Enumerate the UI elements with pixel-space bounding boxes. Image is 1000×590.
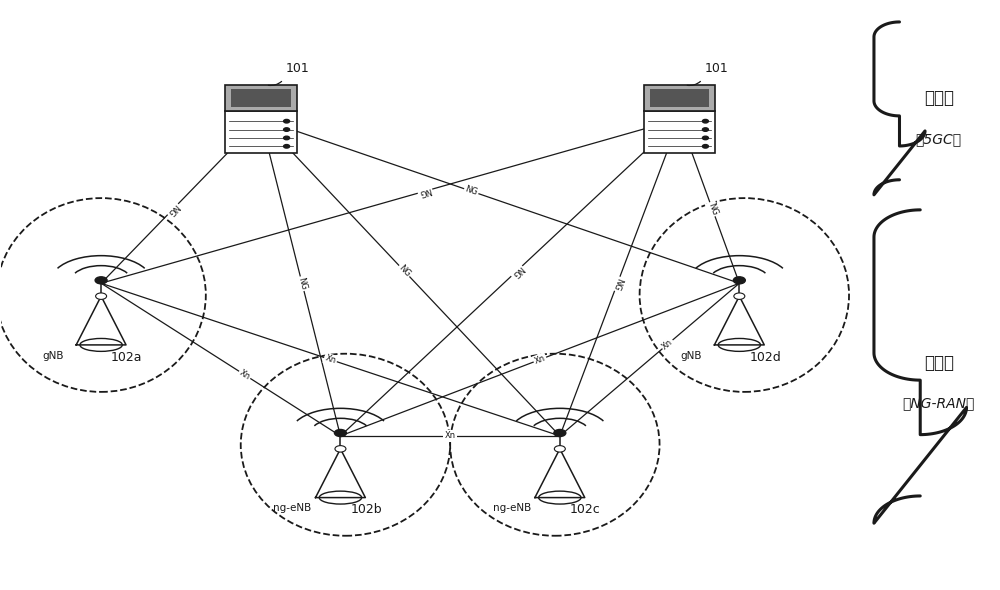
Polygon shape <box>76 296 126 345</box>
Circle shape <box>334 430 346 437</box>
Polygon shape <box>714 296 764 345</box>
Circle shape <box>554 445 565 452</box>
Text: Xn: Xn <box>445 431 456 440</box>
Text: NG: NG <box>464 185 479 198</box>
Text: 101: 101 <box>286 62 309 75</box>
Text: NG: NG <box>296 276 308 291</box>
Circle shape <box>335 445 346 452</box>
Text: NG: NG <box>611 276 624 291</box>
Text: （NG-RAN）: （NG-RAN） <box>903 396 975 411</box>
FancyBboxPatch shape <box>225 85 297 111</box>
Polygon shape <box>535 449 585 497</box>
Text: 102c: 102c <box>570 503 601 516</box>
Circle shape <box>702 145 708 148</box>
Text: NG: NG <box>706 202 719 217</box>
Text: 核心网: 核心网 <box>924 89 954 107</box>
Polygon shape <box>316 449 365 497</box>
Text: ng-eNB: ng-eNB <box>493 503 531 513</box>
Circle shape <box>96 293 107 299</box>
Text: 102a: 102a <box>111 351 143 364</box>
Circle shape <box>702 128 708 132</box>
Text: Xn: Xn <box>238 368 252 382</box>
Text: NG: NG <box>509 263 525 278</box>
Circle shape <box>284 119 290 123</box>
Circle shape <box>284 145 290 148</box>
Text: Xn: Xn <box>324 353 337 366</box>
Text: 102b: 102b <box>350 503 382 516</box>
FancyBboxPatch shape <box>231 88 291 107</box>
Circle shape <box>733 277 745 284</box>
FancyBboxPatch shape <box>650 88 709 107</box>
Text: gNB: gNB <box>681 351 702 361</box>
Circle shape <box>284 128 290 132</box>
FancyBboxPatch shape <box>644 111 715 153</box>
Circle shape <box>95 277 107 284</box>
Ellipse shape <box>718 339 761 352</box>
Text: 102d: 102d <box>749 351 781 364</box>
Text: 接入网: 接入网 <box>924 353 954 372</box>
Text: NG: NG <box>397 263 412 279</box>
Ellipse shape <box>80 339 122 352</box>
Text: （5GC）: （5GC） <box>916 132 962 146</box>
FancyBboxPatch shape <box>225 111 297 153</box>
Circle shape <box>554 430 566 437</box>
Text: NG: NG <box>418 185 432 197</box>
Text: ng-eNB: ng-eNB <box>273 503 312 513</box>
Text: NG: NG <box>165 202 181 217</box>
Text: 101: 101 <box>704 62 728 75</box>
Ellipse shape <box>319 491 362 504</box>
Text: Xn: Xn <box>660 337 675 352</box>
Text: gNB: gNB <box>42 351 64 361</box>
Circle shape <box>284 136 290 140</box>
Circle shape <box>702 136 708 140</box>
Circle shape <box>702 119 708 123</box>
Circle shape <box>734 293 745 299</box>
Text: Xn: Xn <box>533 353 547 366</box>
Ellipse shape <box>539 491 581 504</box>
FancyBboxPatch shape <box>644 85 715 111</box>
